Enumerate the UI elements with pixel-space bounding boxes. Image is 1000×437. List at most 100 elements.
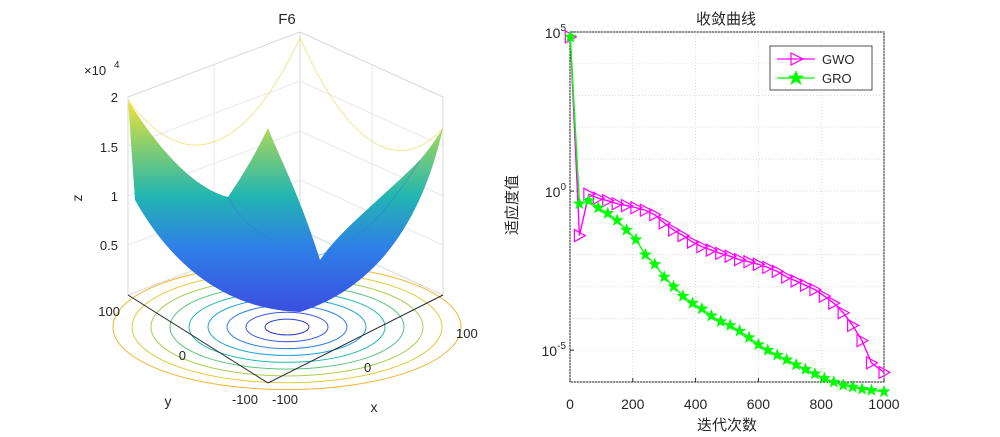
z-tick-label: 0.5 [100,238,118,253]
data-point-gro [761,343,775,356]
legend-label-gro: GRO [822,71,852,86]
data-point-gwo [658,215,672,230]
z-exponent-base: ×10 [84,63,106,78]
data-point-gro [751,337,765,351]
data-point-gro [676,289,690,302]
data-point-gro [836,378,850,391]
y-tick-label: 100 [98,304,120,319]
data-point-gro [723,318,737,332]
data-point-gwo [573,228,587,243]
data-point-gwo [696,239,710,254]
surface-plot: F6 ×10 [69,11,478,415]
convergence-plot-title: 收敛曲线 [696,10,756,28]
data-point-gwo [620,198,634,213]
x-tick-label: -100 [272,392,298,407]
data-point-gwo [639,203,653,218]
surface-inner-fold [227,159,421,256]
series-group [563,29,892,398]
x-tick-label: 100 [456,326,478,341]
data-point-gro [563,30,577,43]
legend-marker-gro [787,69,805,85]
x-axis-label: 迭代次数 [697,416,757,434]
data-point-gro [704,308,718,322]
data-point-gwo [828,296,842,311]
z-tick-label: 2 [111,90,118,105]
legend: GWO GRO [769,45,873,91]
x-axis: 100 0 -100 x [267,294,478,415]
data-point-gro [582,193,596,207]
data-point-gro [638,247,652,261]
x-tick-label: 0 [566,396,574,412]
data-point-gwo [686,235,700,250]
x-ticks: 0 200 400 600 800 1000 [566,378,900,412]
contour-ring [264,318,310,336]
legend-marker-gwo [790,52,805,66]
y-axis: 100 0 -100 y [98,294,269,409]
data-point-gwo [771,264,785,279]
data-point-gwo [611,196,625,211]
data-point-gro [629,232,643,246]
z-tick-label: 1.5 [100,140,118,155]
x-tick-label: 200 [621,396,645,412]
data-point-gro [695,301,709,315]
data-point-gro [619,223,634,236]
x-tick-label: 0 [364,360,371,375]
y-ticks: 105 100 10-5 [542,23,574,359]
data-point-gwo [649,207,663,222]
legend-label-gwo: GWO [822,52,855,67]
data-point-gwo [847,318,860,333]
data-point-gwo [837,305,851,320]
data-point-gwo [752,257,766,272]
x-tick-label: 1000 [868,396,899,412]
data-point-gro [827,375,841,388]
data-point-gwo [630,200,644,215]
data-point-gwo [724,249,738,264]
contour-ring [245,311,329,343]
y-axis-label: y [165,393,172,409]
data-point-gwo [762,260,776,275]
data-point-gwo [856,333,870,348]
data-point-gro [798,362,813,375]
data-point-gwo [865,355,879,370]
z-tick-label: 1 [111,189,118,204]
data-point-gwo [668,222,681,237]
data-point-gwo [733,252,747,267]
x-axis-label: x [371,399,378,415]
data-point-gro [780,352,794,366]
data-point-gro [714,314,728,327]
data-point-gro [877,384,891,398]
data-point-gwo [818,289,832,304]
data-point-gro [686,296,699,309]
data-point-gro [808,367,822,380]
data-point-gro [610,213,624,226]
data-point-gro [855,382,869,395]
y-tick-label: -100 [232,392,258,407]
surface-bowl [128,100,443,312]
data-point-gro [733,324,747,337]
convergence-plot: 收敛曲线 0 200 400 600 800 1000 105 100 10-5 迭代次数 适… [503,10,900,434]
surface-plot-title: F6 [278,11,296,28]
data-point-gwo [809,282,823,297]
y-axis-label: 适应度值 [503,175,521,235]
data-point-gwo [705,243,719,258]
data-point-gro [817,371,831,384]
data-point-gro [846,380,860,393]
z-exponent-power: 4 [114,60,120,71]
x-tick-label: 600 [747,396,771,412]
data-point-gro [572,196,586,210]
data-point-gwo [790,273,804,288]
x-tick-label: 400 [684,396,708,412]
data-point-gwo [602,193,615,208]
data-point-gro [789,357,803,371]
y-tick-label: 100 [545,182,567,200]
data-point-gwo [743,254,757,269]
data-point-gro [864,383,878,396]
data-point-gro [657,270,671,283]
y-tick-label: 10-5 [542,341,567,359]
data-point-gro [591,200,605,214]
data-point-gwo [677,228,691,243]
z-axis-label: z [69,195,85,202]
data-point-gwo [799,278,813,293]
data-point-gro [667,279,681,293]
data-point-gro [742,330,756,344]
